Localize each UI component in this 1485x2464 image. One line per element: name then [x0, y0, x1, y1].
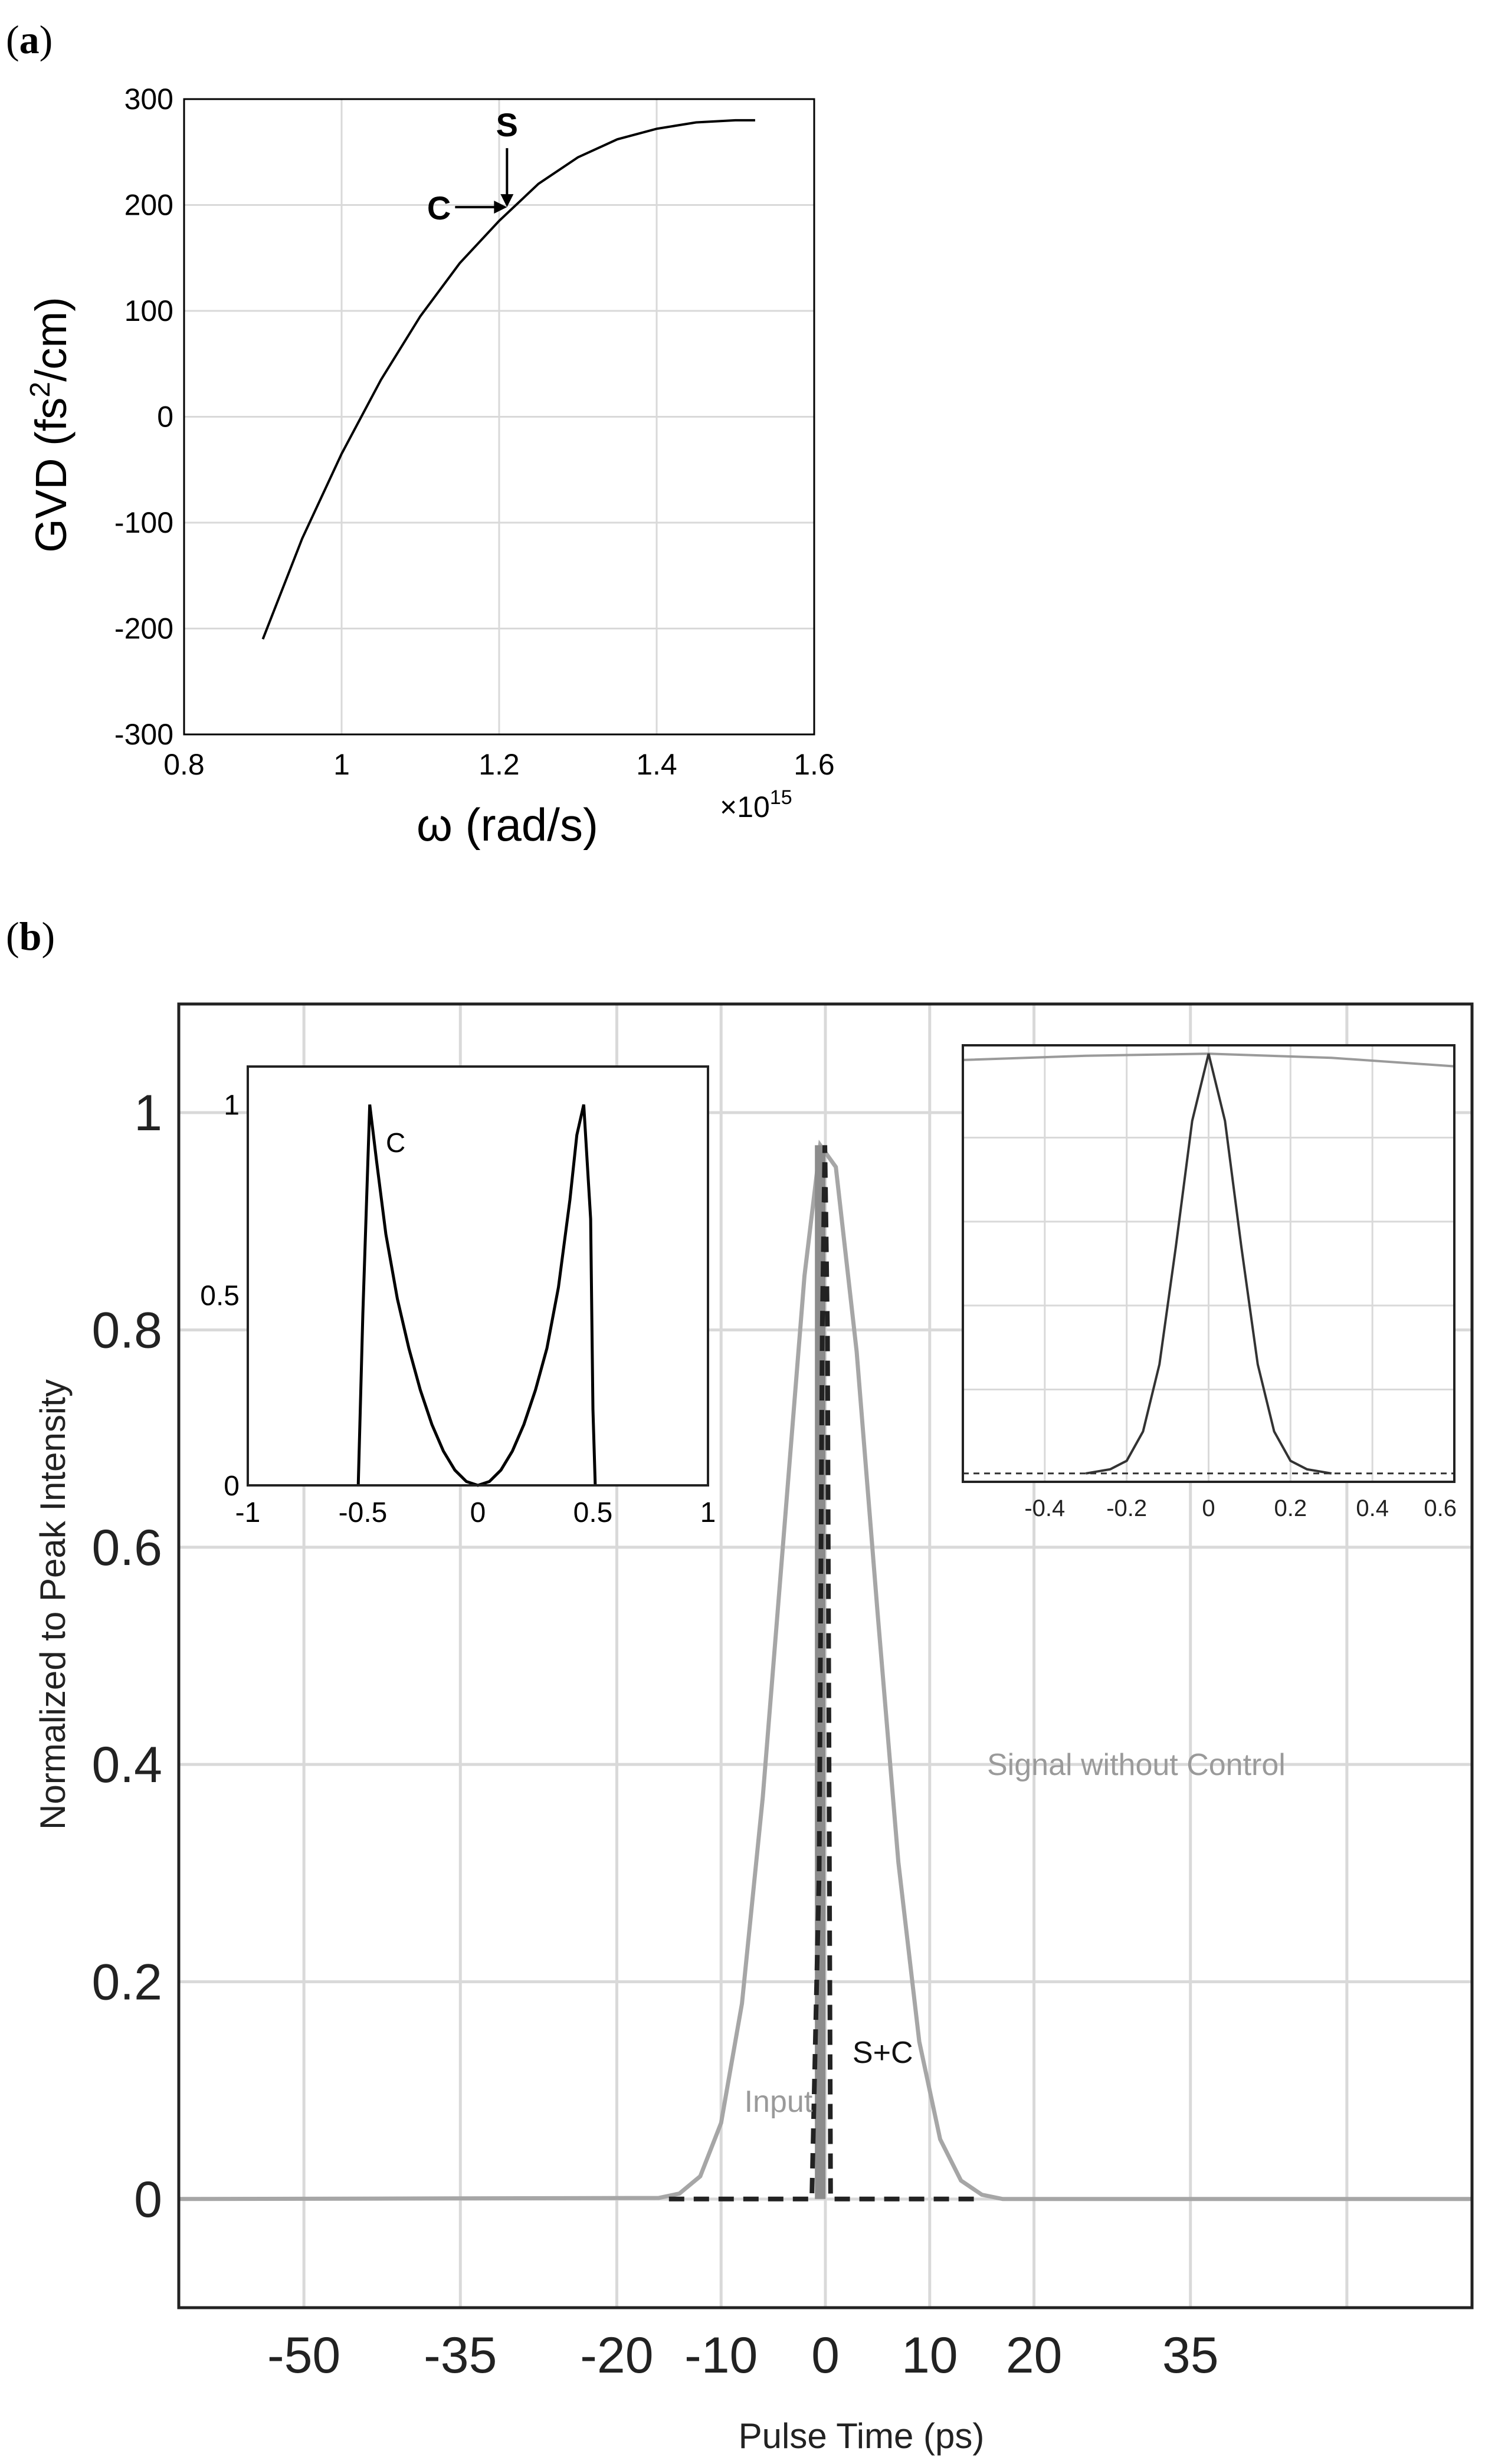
inset-right-x-tick-label: 0.4: [1356, 1495, 1389, 1521]
inset-right-x-tick-label: 0.6: [1424, 1495, 1457, 1521]
inset-left-x-tick-label: 1: [700, 1497, 716, 1528]
inset-right-x-tick-label: 0: [1202, 1495, 1215, 1521]
chart-b-x-tick-labels: -50 -35 -20 -10 0 10 20 35: [267, 2327, 1219, 2384]
inset-left-y-tick-label: 0: [224, 1471, 240, 1502]
inset-left-x-tick-label: -0.5: [339, 1497, 388, 1528]
chart-a-x-axis-label: ω (rad/s): [417, 799, 598, 851]
chart-b-y-tick-label: 0.2: [91, 1954, 162, 2011]
inset-left-y-tick-label: 0.5: [200, 1280, 240, 1311]
chart-b-axes-frame: [177, 1002, 1474, 2309]
chart-a-x-tick-label: 1.6: [794, 748, 835, 781]
inset-left-x-tick-label: 0.5: [573, 1497, 613, 1528]
chart-a-y-tick-label: 300: [124, 83, 173, 116]
inset-left-frame: [247, 1065, 709, 1487]
chart-b-y-tick-label: 1: [134, 1085, 162, 1141]
inset-left-background: [248, 1067, 708, 1485]
chart-a-annotation-s: S: [496, 106, 518, 143]
inset-left-x-tick-label: 0: [470, 1497, 486, 1528]
chart-b-x-tick-label: 35: [1162, 2327, 1219, 2384]
chart-a-arrowhead-c: [494, 201, 507, 214]
inset-left-x-tick-label: -1: [235, 1497, 261, 1528]
chart-b-label-s-plus-c: S+C: [853, 2036, 913, 2070]
chart-a-y-tick-label: -200: [114, 612, 173, 645]
chart-a-x-tick-label: 1.4: [636, 748, 677, 781]
chart-b-y-tick-label: 0: [134, 2171, 162, 2228]
chart-b: -50 -35 -20 -10 0 10 20 35 00.20.40.60.81 Pulse…: [33, 1002, 1474, 2456]
chart-a-x-tick-label: 1: [333, 748, 350, 781]
chart-b-x-tick-label: 0: [811, 2327, 840, 2384]
chart-b-x-axis-label: Pulse Time (ps): [739, 2416, 985, 2456]
chart-b-y-tick-label: 0.4: [91, 1737, 162, 1793]
chart-a-y-axis-label: GVD (fs2/cm): [25, 297, 76, 553]
chart-b-y-tick-label: 0.6: [91, 1520, 162, 1576]
chart-a-x-multiplier: ×1015: [720, 786, 792, 823]
inset-left-y-tick-labels: 00.51: [200, 1090, 240, 1502]
chart-b-signal-without-control-curve: [178, 1140, 1472, 2201]
chart-a-gvd-curve: [261, 119, 755, 640]
chart-b-y-tick-labels: 0 0.2 0.4 0.6 0.8 1: [91, 1085, 162, 2228]
chart-b-x-tick-label: -10: [684, 2327, 758, 2384]
inset-right-x-tick-label: -0.2: [1106, 1495, 1147, 1521]
chart-b-inset-left: -1 -0.5 0 0.5 1 00.51 C: [200, 1065, 716, 1528]
chart-a-y-tick-label: -100: [114, 506, 173, 539]
chart-a-axes-frame: [183, 98, 815, 736]
chart-a-arrowhead-s: [500, 194, 514, 208]
chart-a-y-tick-label: 100: [124, 294, 173, 327]
chart-a: 0.8 1 1.2 1.4 1.6 -300 -200 -100 0 100 200 300 ω (…: [25, 83, 835, 851]
chart-a-y-tick-label: 200: [124, 189, 173, 222]
inset-right-pulse-curve: [1085, 1053, 1332, 1475]
chart-b-x-tick-label: 10: [902, 2327, 958, 2384]
inset-left-x-tick-labels: -1 -0.5 0 0.5 1: [235, 1497, 716, 1528]
inset-right-x-tick-label: 0.2: [1274, 1495, 1307, 1521]
inset-left-control-curve: [356, 1104, 597, 1487]
chart-a-x-tick-label: 1.2: [478, 748, 520, 781]
inset-left-y-tick-label: 1: [224, 1090, 240, 1121]
chart-b-x-tick-label: -35: [424, 2327, 497, 2384]
chart-a-y-tick-label: 0: [157, 401, 173, 434]
inset-left-label-c: C: [386, 1127, 405, 1158]
chart-a-x-tick-label: 0.8: [163, 748, 205, 781]
chart-b-y-tick-label: 0.8: [91, 1302, 162, 1359]
inset-right-x-tick-labels: -0.4 -0.2 0 0.2 0.4 0.6: [1024, 1495, 1457, 1521]
chart-b-label-signal-without-control: Signal without Control: [987, 1748, 1286, 1782]
chart-b-x-tick-label: 20: [1006, 2327, 1063, 2384]
chart-a-annotation-c: C: [427, 189, 451, 227]
panel-label-b: (b): [6, 914, 55, 959]
inset-right-grid: [963, 1045, 1454, 1482]
panel-label-a: (a): [6, 17, 53, 62]
inset-right-frame: [962, 1044, 1456, 1483]
chart-b-x-tick-label: -20: [580, 2327, 653, 2384]
chart-a-grid: [183, 98, 815, 736]
chart-b-label-input: Input: [745, 2085, 813, 2119]
inset-right-x-tick-label: -0.4: [1024, 1495, 1065, 1521]
chart-b-s-plus-c-curve: [668, 1145, 982, 2201]
chart-a-x-tick-labels: 0.8 1 1.2 1.4 1.6: [163, 748, 835, 781]
chart-b-y-axis-label: Normalized to Peak Intensity: [33, 1379, 73, 1830]
chart-a-annotations: S C: [427, 106, 518, 227]
chart-b-x-tick-label: -50: [267, 2327, 340, 2384]
chart-a-y-tick-label: -300: [114, 718, 173, 751]
chart-a-y-tick-labels: -300 -200 -100 0 100 200 300: [114, 83, 173, 751]
chart-b-inset-right: -0.4 -0.2 0 0.2 0.4 0.6: [962, 1044, 1457, 1521]
